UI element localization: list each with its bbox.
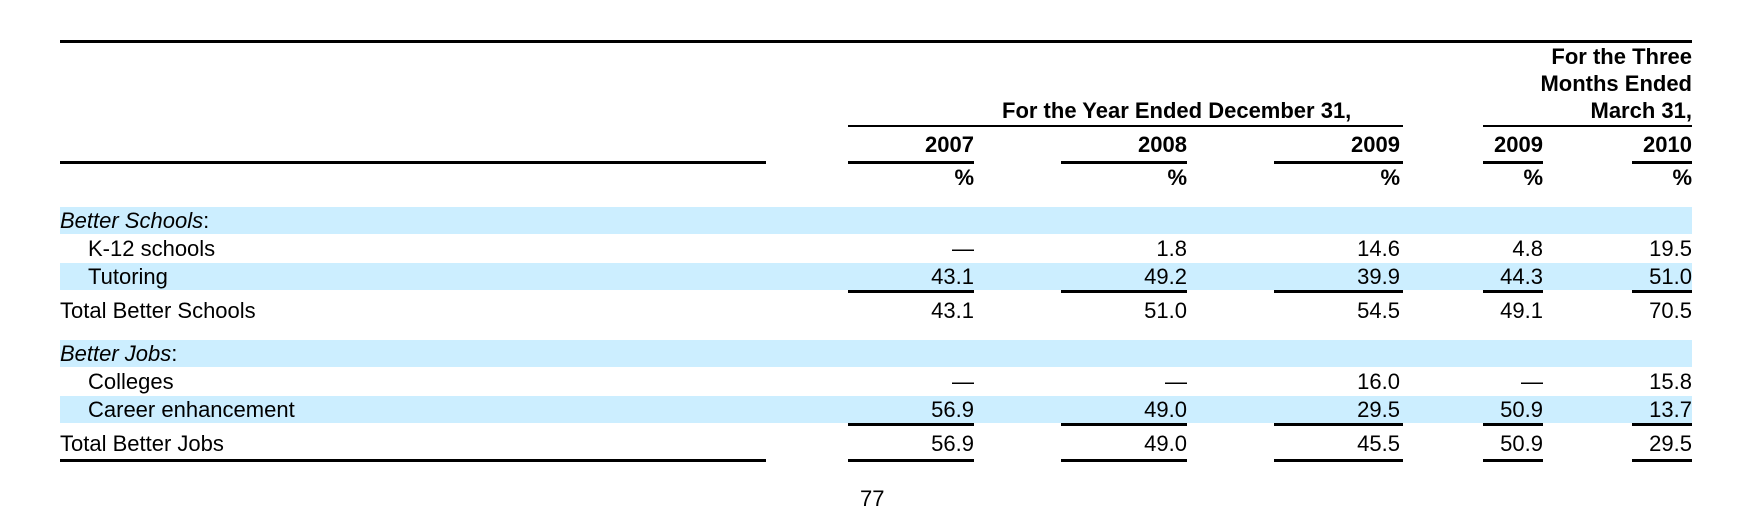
cell-total-schools-q-2010: 70.5: [1649, 298, 1692, 323]
cell-colleges-q-2009: —: [1521, 369, 1543, 394]
col-header-2008: 2008: [1138, 132, 1187, 157]
cell-career-q-2009: 50.9: [1500, 397, 1543, 422]
subtotal-rule-2007: [848, 290, 974, 293]
row-band-tutoring: [60, 263, 1692, 290]
unit-2007: %: [954, 165, 974, 190]
top-rule: [60, 40, 1692, 43]
cell-total-jobs-2008: 49.0: [1144, 431, 1187, 456]
subtotal-rule-jobs-2008: [1061, 423, 1187, 426]
col-rule-2008: [1061, 161, 1187, 164]
bottom-rule-label: [60, 459, 766, 462]
cell-tutoring-q-2010: 51.0: [1649, 264, 1692, 289]
quarter-group-header-line-1: For the Three: [1551, 44, 1692, 69]
col-header-2009: 2009: [1351, 132, 1400, 157]
section-heading-better-schools: Better Schools:: [60, 208, 210, 233]
bottom-rule-q-2009: [1483, 459, 1543, 462]
col-header-q-2009: 2009: [1494, 132, 1543, 157]
unit-q-2010: %: [1672, 165, 1692, 190]
cell-tutoring-q-2009: 44.3: [1500, 264, 1543, 289]
row-band-career-enhancement: [60, 396, 1692, 423]
row-label-colleges: Colleges: [88, 369, 174, 394]
bottom-rule-2009: [1274, 459, 1403, 462]
cell-colleges-q-2010: 15.8: [1649, 369, 1692, 394]
label-column-rule: [60, 161, 766, 164]
row-band-better-jobs: [60, 340, 1692, 367]
cell-total-schools-2009: 54.5: [1357, 298, 1400, 323]
cell-k12-q-2009: 4.8: [1512, 236, 1543, 261]
bottom-rule-q-2010: [1632, 459, 1692, 462]
cell-total-jobs-2009: 45.5: [1357, 431, 1400, 456]
subtotal-rule-2009: [1274, 290, 1403, 293]
row-label-tutoring: Tutoring: [88, 264, 168, 289]
quarter-group-rule: [1483, 125, 1692, 127]
cell-total-jobs-q-2010: 29.5: [1649, 431, 1692, 456]
row-band-better-schools: [60, 207, 1692, 234]
subtotal-rule-jobs-2007: [848, 423, 974, 426]
col-rule-q-2010: [1632, 161, 1692, 164]
col-rule-2009: [1274, 161, 1403, 164]
cell-career-2008: 49.0: [1144, 397, 1187, 422]
cell-tutoring-2007: 43.1: [931, 264, 974, 289]
subtotal-rule-jobs-q-2010: [1632, 423, 1692, 426]
section-heading-better-jobs: Better Jobs:: [60, 341, 178, 366]
col-rule-q-2009: [1483, 161, 1543, 164]
cell-k12-2008: 1.8: [1156, 236, 1187, 261]
cell-career-2009: 29.5: [1357, 397, 1400, 422]
cell-k12-2007: —: [952, 236, 974, 261]
unit-q-2009: %: [1523, 165, 1543, 190]
cell-career-q-2010: 13.7: [1649, 397, 1692, 422]
row-label-k12-schools: K-12 schools: [88, 236, 216, 261]
page-number: 77: [860, 486, 885, 511]
cell-colleges-2009: 16.0: [1357, 369, 1400, 394]
unit-2009: %: [1380, 165, 1400, 190]
cell-total-schools-2008: 51.0: [1144, 298, 1187, 323]
cell-total-schools-2007: 43.1: [931, 298, 974, 323]
cell-total-jobs-q-2009: 50.9: [1500, 431, 1543, 456]
cell-total-schools-q-2009: 49.1: [1500, 298, 1543, 323]
cell-career-2007: 56.9: [931, 397, 974, 422]
cell-k12-q-2010: 19.5: [1649, 236, 1692, 261]
col-header-2007: 2007: [925, 132, 974, 157]
cell-colleges-2008: —: [1165, 369, 1187, 394]
cell-tutoring-2008: 49.2: [1144, 264, 1187, 289]
subtotal-rule-jobs-2009: [1274, 423, 1403, 426]
bottom-rule-2007: [848, 459, 974, 462]
col-rule-2007: [848, 161, 974, 164]
subtotal-rule-q-2009: [1483, 290, 1543, 293]
quarter-group-header-line-2: Months Ended: [1540, 71, 1692, 96]
row-label-career-enhancement: Career enhancement: [88, 397, 295, 422]
row-label-total-better-schools: Total Better Schools: [60, 298, 256, 323]
unit-2008: %: [1167, 165, 1187, 190]
bottom-rule-2008: [1061, 459, 1187, 462]
cell-colleges-2007: —: [952, 369, 974, 394]
year-group-rule: [848, 125, 1403, 127]
subtotal-rule-q-2010: [1632, 290, 1692, 293]
cell-total-jobs-2007: 56.9: [931, 431, 974, 456]
subtotal-rule-jobs-q-2009: [1483, 423, 1543, 426]
year-group-header: For the Year Ended December 31,: [1002, 98, 1352, 123]
row-label-total-better-jobs: Total Better Jobs: [60, 431, 224, 456]
col-header-q-2010: 2010: [1643, 132, 1692, 157]
quarter-group-header-line-3: March 31,: [1590, 98, 1693, 123]
cell-k12-2009: 14.6: [1357, 236, 1400, 261]
cell-tutoring-2009: 39.9: [1357, 264, 1400, 289]
subtotal-rule-2008: [1061, 290, 1187, 293]
